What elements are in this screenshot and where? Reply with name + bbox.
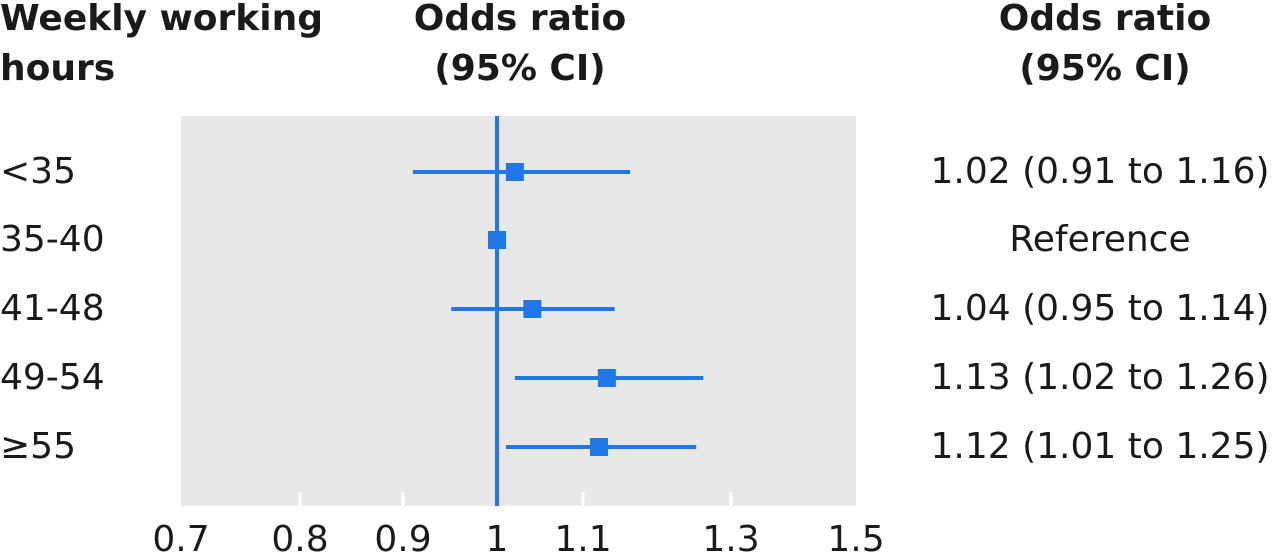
x-tick-label: 1.1 (554, 519, 611, 553)
row-label: 35-40 (0, 219, 105, 260)
row-estimate: 1.12 (1.01 to 1.25) (930, 426, 1270, 467)
row-label: ≥55 (0, 426, 76, 467)
header-plot-odds-ratio: Odds ratio (95% CI) (340, 0, 700, 94)
x-tick-label: 0.7 (152, 519, 209, 553)
row-estimate: 1.02 (0.91 to 1.16) (930, 151, 1270, 192)
point-estimate-marker (488, 231, 506, 249)
row-label: 49-54 (0, 357, 105, 398)
row-label: <35 (0, 151, 76, 192)
x-tick-label: 0.8 (271, 519, 328, 553)
point-estimate-marker (505, 163, 524, 181)
x-tick-label: 1.3 (702, 519, 759, 553)
row-estimate: 1.04 (0.95 to 1.14) (930, 288, 1270, 329)
point-estimate-marker (589, 438, 608, 456)
point-estimate-marker (597, 369, 616, 387)
x-tick-label: 1.5 (827, 519, 884, 553)
header-est-line2: (95% CI) (1019, 48, 1191, 89)
row-label: 41-48 (0, 288, 105, 329)
header-plot-line1: Odds ratio (413, 0, 627, 39)
header-estimate-odds-ratio: Odds ratio (95% CI) (930, 0, 1280, 94)
header-label-line1: Weekly working (0, 0, 323, 39)
header-weekly-working-hours: Weekly working hours (0, 0, 340, 94)
header-est-line1: Odds ratio (998, 0, 1212, 39)
x-tick-label: 0.9 (374, 519, 431, 553)
point-estimate-marker (523, 300, 542, 318)
header-label-line2: hours (0, 48, 116, 89)
row-estimate: 1.13 (1.02 to 1.26) (930, 357, 1270, 398)
row-estimate: Reference (1009, 219, 1191, 260)
header-plot-line2: (95% CI) (434, 48, 606, 89)
x-tick-label: 1 (486, 519, 509, 553)
